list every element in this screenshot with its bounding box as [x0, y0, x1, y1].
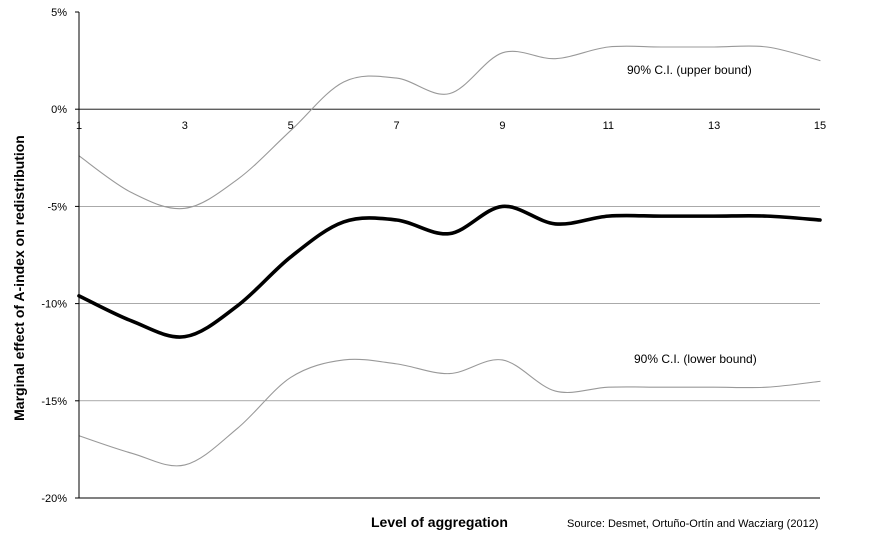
x-tick-label: 5 — [288, 120, 294, 132]
x-axis-title: Level of aggregation — [371, 514, 508, 530]
y-tick-label: 0% — [51, 104, 67, 116]
y-tick-label: 5% — [51, 7, 67, 19]
x-tick-label: 3 — [182, 120, 188, 132]
upper-bound-annotation: 90% C.I. (upper bound) — [627, 63, 752, 77]
x-tick-label: 1 — [76, 120, 82, 132]
source-note: Source: Desmet, Ortuño-Ortín and Wacziar… — [567, 518, 818, 530]
y-tick-label: -5% — [47, 201, 67, 213]
x-tick-label: 7 — [394, 120, 400, 132]
y-tick-labels: 5% 0% -5% -10% -15% -20% — [41, 7, 79, 505]
series-layer — [77, 45, 822, 467]
y-axis-title: Marginal effect of A-index on redistribu… — [11, 135, 27, 421]
lower-bound-annotation: 90% C.I. (lower bound) — [634, 352, 757, 366]
series-lower-bound — [78, 358, 821, 467]
y-tick-label: -10% — [41, 299, 67, 311]
x-tick-label: 11 — [603, 120, 614, 132]
x-tick-label: 13 — [708, 120, 720, 132]
x-tick-label: 9 — [499, 120, 505, 132]
series-upper-bound — [78, 45, 821, 210]
x-tick-labels: 1 3 5 7 9 11 13 15 — [76, 120, 826, 132]
gridlines — [79, 108, 820, 402]
series-point-estimate — [77, 204, 822, 339]
y-tick-label: -20% — [41, 493, 67, 505]
x-tick-label: 15 — [814, 120, 826, 132]
axes — [78, 12, 820, 499]
y-tick-label: -15% — [41, 396, 67, 408]
